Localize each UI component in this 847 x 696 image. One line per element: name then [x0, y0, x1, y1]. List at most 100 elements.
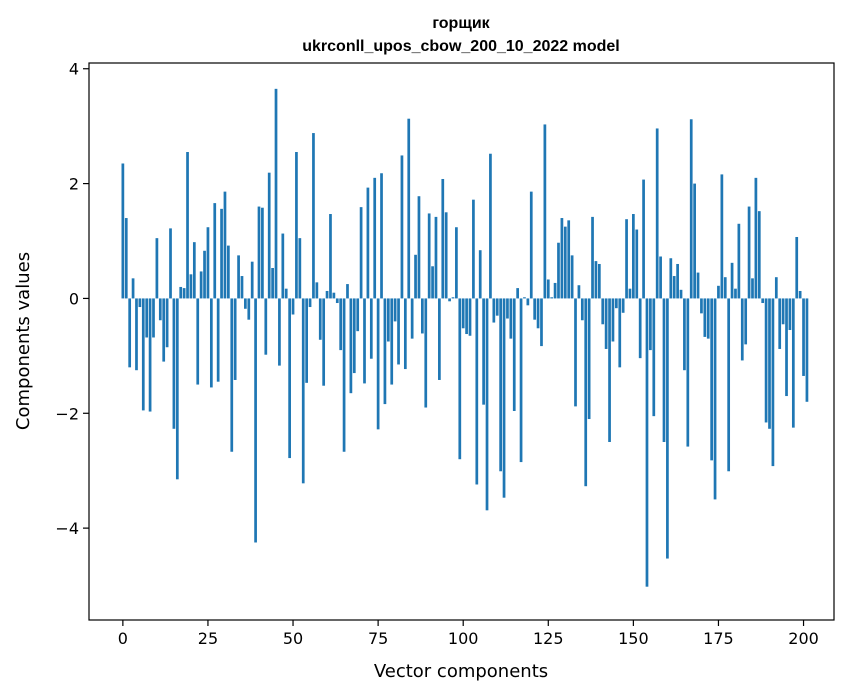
bar-77: [383, 298, 387, 405]
bar-104: [475, 298, 479, 485]
bar-117: [519, 298, 523, 463]
bar-154: [645, 298, 649, 587]
y-axis-label: Components values: [13, 252, 34, 430]
bar-8: [148, 298, 152, 412]
bar-169: [696, 272, 700, 299]
bar-181: [737, 223, 741, 299]
bar-144: [611, 298, 615, 342]
bar-153: [642, 179, 645, 299]
bar-103: [472, 199, 475, 299]
bar-62: [332, 292, 336, 299]
bar-26: [209, 298, 213, 388]
bar-112: [502, 298, 506, 498]
bar-95: [444, 212, 448, 299]
bar-143: [608, 298, 611, 442]
bar-187: [757, 211, 761, 299]
bar-189: [764, 298, 768, 423]
bar-108: [489, 153, 492, 299]
x-tick-label: 200: [788, 629, 819, 648]
bar-178: [727, 298, 731, 472]
bar-165: [683, 298, 686, 371]
bar-162: [672, 276, 676, 299]
bar-172: [706, 298, 710, 339]
bar-201: [805, 298, 809, 402]
bar-54: [305, 298, 308, 383]
bar-136: [584, 298, 588, 487]
bar-164: [679, 289, 683, 299]
bar-185: [751, 278, 754, 299]
bar-72: [366, 187, 370, 299]
x-axis-label: Vector components: [374, 661, 548, 682]
x-tick-label: 125: [533, 629, 564, 648]
bar-23: [199, 271, 203, 299]
bar-34: [237, 255, 240, 299]
bar-145: [614, 298, 618, 309]
bar-116: [516, 288, 520, 299]
bar-138: [591, 216, 594, 299]
bar-152: [638, 298, 642, 359]
bar-9: [152, 298, 155, 338]
bar-139: [594, 261, 598, 299]
bar-25: [206, 227, 210, 299]
bar-132: [570, 255, 574, 299]
bar-31: [227, 245, 230, 299]
bar-125: [546, 279, 550, 299]
bar-168: [693, 183, 696, 299]
bar-96: [448, 298, 451, 302]
bar-173: [710, 298, 714, 461]
bar-119: [526, 298, 530, 306]
x-tick-label: 175: [703, 629, 734, 648]
bar-74: [373, 177, 377, 299]
bar-196: [788, 298, 792, 331]
bars-group: [121, 88, 809, 587]
bar-137: [587, 298, 591, 420]
bar-42: [264, 298, 268, 355]
bar-46: [278, 298, 281, 366]
x-tick-label: 75: [368, 629, 388, 648]
y-tick-label: 0: [69, 289, 79, 308]
bar-200: [802, 298, 805, 376]
bar-16: [175, 298, 179, 480]
bar-73: [369, 298, 373, 359]
bar-66: [346, 284, 349, 299]
bar-11: [158, 298, 162, 321]
bar-195: [785, 298, 788, 397]
bar-87: [417, 196, 421, 299]
bar-151: [635, 229, 639, 299]
bar-68: [352, 298, 356, 374]
bar-156: [652, 298, 656, 417]
bar-38: [250, 261, 254, 299]
bar-100: [461, 298, 465, 329]
bar-114: [509, 298, 513, 339]
bar-10: [155, 238, 159, 299]
bar-107: [485, 298, 489, 511]
bar-142: [604, 298, 608, 349]
bar-53: [301, 298, 305, 484]
bar-198: [795, 236, 799, 299]
bar-70: [359, 207, 363, 299]
bar-39: [254, 298, 257, 543]
bar-30: [223, 191, 227, 299]
bar-92: [434, 216, 438, 299]
bar-191: [771, 298, 775, 467]
x-tick-label: 25: [198, 629, 218, 648]
bar-177: [723, 277, 727, 299]
bar-170: [700, 298, 703, 314]
bar-78: [386, 298, 390, 342]
bar-98: [455, 227, 458, 299]
bar-79: [390, 298, 394, 385]
bar-44: [271, 268, 274, 299]
bar-124: [543, 124, 547, 299]
bar-166: [686, 298, 690, 447]
bar-89: [424, 298, 428, 408]
bar-50: [291, 298, 295, 315]
bar-155: [649, 298, 652, 351]
bar-21: [192, 242, 196, 299]
bar-150: [632, 214, 635, 299]
bar-113: [506, 298, 509, 319]
bar-193: [778, 298, 782, 349]
y-tick-label: −4: [55, 519, 79, 538]
y-tick-label: 4: [69, 60, 79, 79]
